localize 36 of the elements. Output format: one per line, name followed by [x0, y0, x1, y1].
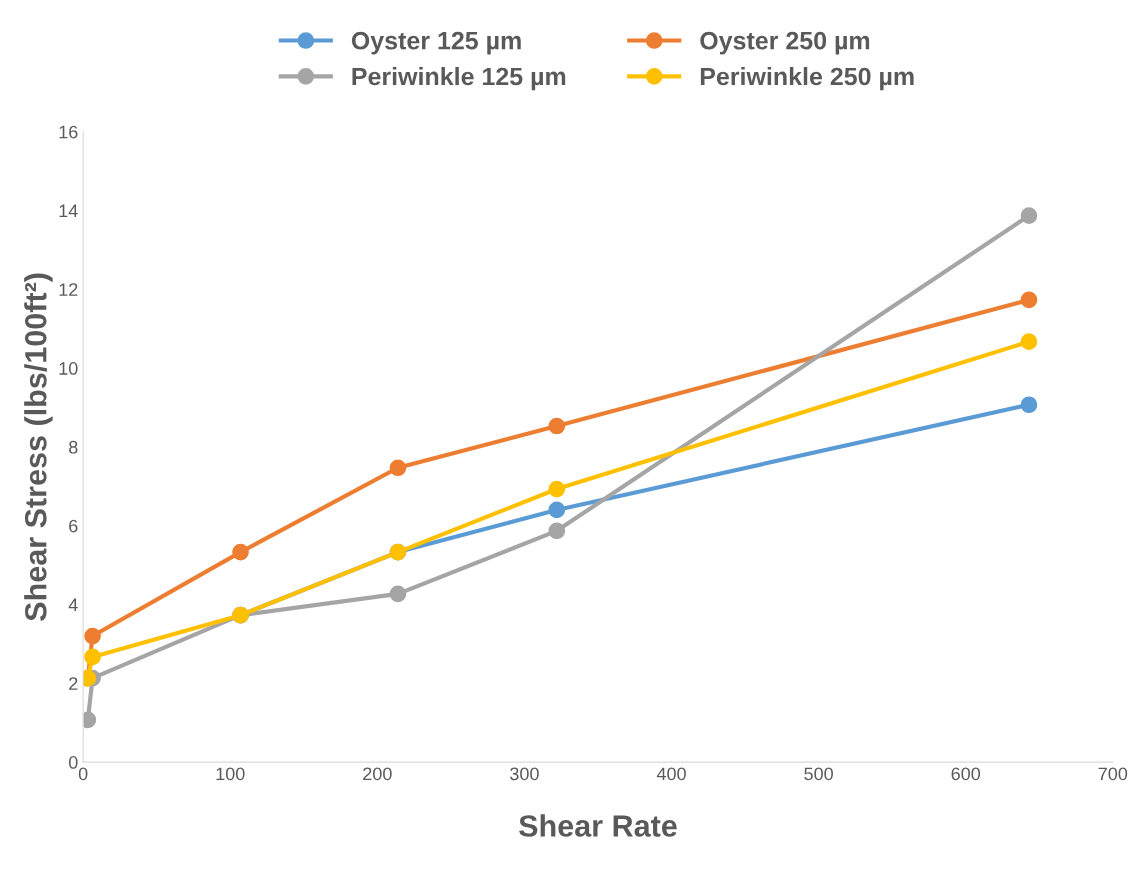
y-tick-label: 0	[68, 756, 78, 769]
x-tick-label: 100	[216, 767, 245, 781]
y-tick-label: 6	[69, 519, 78, 533]
x-tick-label: 300	[510, 767, 539, 781]
y-tick-label: 8	[69, 440, 78, 454]
y-tick-label: 16	[59, 125, 78, 139]
point	[548, 522, 566, 540]
point	[232, 543, 249, 561]
legend-label: Periwinkle 125 µm	[352, 66, 566, 91]
x-tick-label: 400	[656, 767, 686, 781]
x-axis-title: Shear Rate	[519, 814, 677, 837]
point	[548, 480, 566, 498]
y-tick-label: 2	[69, 677, 78, 690]
y-tick-label: 10	[59, 362, 78, 375]
point	[1020, 291, 1038, 309]
point	[84, 627, 101, 645]
point	[389, 459, 407, 477]
point	[1020, 396, 1038, 414]
y-tick-label: 4	[68, 598, 78, 612]
x-tick-label: 0	[78, 767, 88, 781]
point	[389, 585, 407, 603]
x-tick-label: 200	[363, 767, 392, 781]
legend-label: Oyster 125 µm	[351, 31, 521, 55]
y-axis-title: Shear Stress (lbs/100ft²)	[24, 273, 53, 621]
point	[1020, 207, 1038, 224]
point	[548, 501, 566, 519]
legend-label: Periwinkle 250 µm	[700, 66, 914, 91]
legend-label: Oyster 250 µm	[700, 31, 870, 55]
x-tick-label: 600	[951, 767, 981, 781]
point	[84, 648, 101, 666]
point	[548, 417, 566, 435]
point	[1020, 333, 1038, 351]
x-tick-label: 500	[804, 767, 833, 781]
y-tick-label: 12	[59, 283, 78, 296]
y-tick-label: 14	[59, 204, 78, 218]
x-tick-label: 700	[1098, 767, 1128, 781]
